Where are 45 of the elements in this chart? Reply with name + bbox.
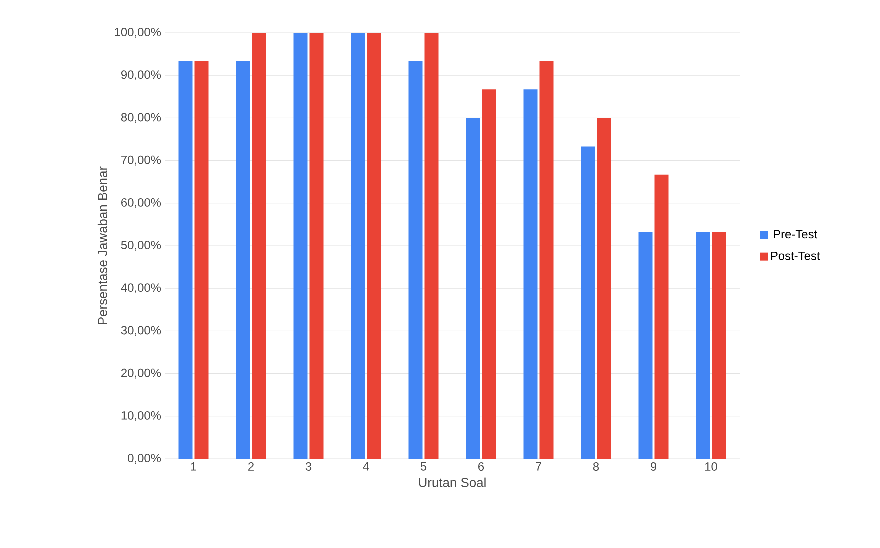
y-tick-label: 90,00% — [121, 70, 162, 81]
bar — [638, 232, 653, 459]
bar — [252, 32, 266, 459]
bar — [178, 62, 193, 459]
y-tick-label: 0,00% — [128, 454, 162, 464]
y-tick-label: 20,00% — [122, 368, 162, 379]
legend-label: Post-Test — [771, 252, 820, 260]
y-axis-title: Persentase Jawaban Benar — [98, 166, 108, 324]
y-tick-label: 40,00% — [121, 284, 162, 294]
bar — [424, 32, 439, 459]
bar — [540, 62, 554, 459]
bar — [408, 62, 423, 459]
x-axis-title: Urutan Soal — [419, 478, 486, 488]
x-tick-label: 5 — [420, 462, 427, 471]
y-tick-label: 30,00% — [121, 326, 162, 336]
x-tick-label: 10 — [706, 462, 718, 471]
y-tick-label: 70,00% — [122, 156, 162, 166]
bar — [367, 32, 382, 459]
x-tick-label: 9 — [650, 462, 657, 471]
y-tick-label: 60,00% — [122, 198, 162, 208]
bar — [524, 90, 538, 459]
legend-label: Pre-Test — [774, 230, 818, 239]
bar — [712, 232, 726, 459]
x-tick-label: 8 — [593, 462, 600, 471]
bar — [194, 62, 209, 459]
bar — [482, 90, 496, 459]
bar — [597, 118, 612, 459]
bar — [310, 32, 324, 459]
x-tick-label: 7 — [536, 462, 542, 471]
x-tick-label: 3 — [306, 462, 312, 471]
x-tick-label: 2 — [248, 462, 254, 471]
y-tick-label: 50,00% — [121, 241, 162, 251]
bar — [696, 232, 710, 459]
bar — [466, 118, 480, 459]
x-tick-label: 6 — [478, 462, 484, 471]
y-tick-label: 100,00% — [115, 28, 162, 38]
bar — [294, 32, 308, 459]
bar — [236, 62, 250, 459]
y-tick-label: 10,00% — [122, 411, 162, 422]
bar — [654, 174, 669, 459]
x-tick-label: 4 — [363, 462, 370, 471]
x-tick-label: 1 — [191, 462, 196, 471]
y-tick-label: 80,00% — [121, 113, 162, 124]
bar — [581, 146, 596, 459]
bar — [351, 32, 366, 459]
